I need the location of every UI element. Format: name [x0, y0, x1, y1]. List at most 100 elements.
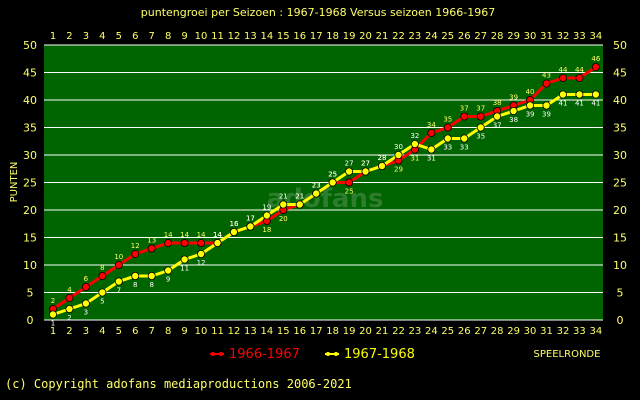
x-tick-label: 32 — [557, 326, 570, 337]
data-label: 8 — [100, 264, 104, 272]
y-tick-label: 30 — [613, 149, 627, 162]
x-tick-label: 33 — [573, 31, 586, 42]
y-tick-label: 0 — [617, 314, 624, 327]
x-tick-label: 33 — [573, 326, 586, 337]
data-point — [575, 74, 584, 83]
data-label: 7 — [117, 287, 121, 295]
legend: 1966-1967 1967-1968 — [210, 347, 415, 362]
data-label: 18 — [262, 226, 271, 234]
data-label: 32 — [410, 132, 419, 140]
data-label: 33 — [443, 144, 452, 152]
data-point — [526, 101, 535, 110]
x-tick-label: 31 — [540, 326, 553, 337]
x-tick-label: 20 — [359, 326, 372, 337]
x-tick-label: 7 — [149, 326, 155, 337]
data-point — [131, 271, 140, 280]
data-label: 33 — [460, 144, 469, 152]
data-point — [542, 101, 551, 110]
data-label: 30 — [394, 143, 403, 151]
data-label: 9 — [166, 276, 170, 284]
x-tick-label: 4 — [99, 326, 105, 337]
data-label: 25 — [328, 171, 337, 179]
data-point — [98, 271, 107, 280]
data-point — [558, 90, 567, 99]
data-point — [460, 112, 469, 121]
x-axis-label: SPEELRONDE — [534, 349, 601, 360]
data-label: 27 — [345, 160, 354, 168]
x-tick-label: 28 — [491, 31, 504, 42]
data-label: 46 — [591, 55, 600, 63]
y-tick-label: 20 — [613, 204, 627, 217]
x-tick-label: 19 — [343, 326, 356, 337]
data-label: 25 — [328, 171, 337, 179]
data-label: 20 — [279, 215, 288, 223]
y-tick-label: 25 — [23, 177, 37, 190]
x-tick-label: 27 — [474, 31, 487, 42]
x-tick-label: 13 — [244, 326, 257, 337]
y-tick-label: 50 — [23, 39, 37, 52]
data-point — [197, 249, 206, 258]
data-point — [328, 178, 337, 187]
data-point — [98, 288, 107, 297]
data-label: 31 — [427, 155, 436, 163]
data-point — [246, 222, 255, 231]
x-axis-bottom: 1 2 3 4 5 6 7 8 9 10 11 12 13 14 15 16 17 18 19 20 21 22 23 24 2… — [50, 326, 602, 337]
x-tick-label: 14 — [260, 31, 273, 42]
data-point — [575, 90, 584, 99]
y-tick-label: 30 — [23, 149, 37, 162]
series-1967-1968-points — [49, 90, 600, 319]
data-label: 12 — [197, 259, 206, 267]
data-point — [180, 238, 189, 247]
y-axis-label: PUNTEN — [9, 162, 20, 203]
x-tick-label: 15 — [277, 326, 290, 337]
data-label: 4 — [67, 286, 72, 294]
x-tick-label: 6 — [132, 326, 138, 337]
data-point — [114, 260, 123, 269]
x-tick-label: 11 — [211, 31, 224, 42]
data-point — [49, 310, 58, 319]
x-tick-label: 28 — [491, 326, 504, 337]
y-tick-label: 15 — [23, 232, 37, 245]
x-tick-label: 10 — [195, 326, 208, 337]
data-label: 39 — [509, 94, 518, 102]
data-label: 34 — [427, 121, 436, 129]
x-tick-label: 26 — [458, 326, 471, 337]
legend-marker — [219, 352, 223, 356]
data-label: 2 — [51, 297, 55, 305]
series-1967-1968 — [52, 93, 596, 316]
data-label: 8 — [149, 281, 153, 289]
data-label: 6 — [84, 275, 89, 283]
data-label: 11 — [180, 265, 189, 273]
data-point — [164, 266, 173, 275]
x-tick-label: 8 — [165, 326, 171, 337]
data-label: 28 — [378, 154, 387, 162]
data-point — [312, 189, 321, 198]
data-point — [65, 304, 74, 313]
data-point — [345, 167, 354, 176]
data-label: 10 — [114, 253, 123, 261]
data-point — [164, 238, 173, 247]
data-label: 41 — [558, 100, 567, 108]
data-label: 2 — [67, 314, 71, 322]
x-tick-label: 13 — [244, 31, 257, 42]
data-label: 23 — [312, 182, 321, 190]
data-point — [476, 112, 485, 121]
data-label: 23 — [312, 182, 321, 190]
data-label: 38 — [509, 116, 518, 124]
y-axis-left: 0 5 10 15 20 25 30 35 40 45 50 — [23, 39, 37, 327]
data-label: 14 — [180, 231, 189, 239]
data-point — [345, 178, 354, 187]
data-label: 37 — [476, 105, 485, 113]
data-point — [213, 238, 222, 247]
x-tick-label: 21 — [376, 31, 389, 42]
data-point — [279, 200, 288, 209]
x-tick-label: 12 — [228, 31, 241, 42]
x-tick-label: 12 — [228, 326, 241, 337]
x-tick-label: 5 — [116, 326, 122, 337]
data-point — [131, 249, 140, 258]
x-tick-label: 34 — [589, 326, 602, 337]
data-label: 31 — [410, 155, 419, 163]
data-label: 40 — [526, 88, 535, 96]
